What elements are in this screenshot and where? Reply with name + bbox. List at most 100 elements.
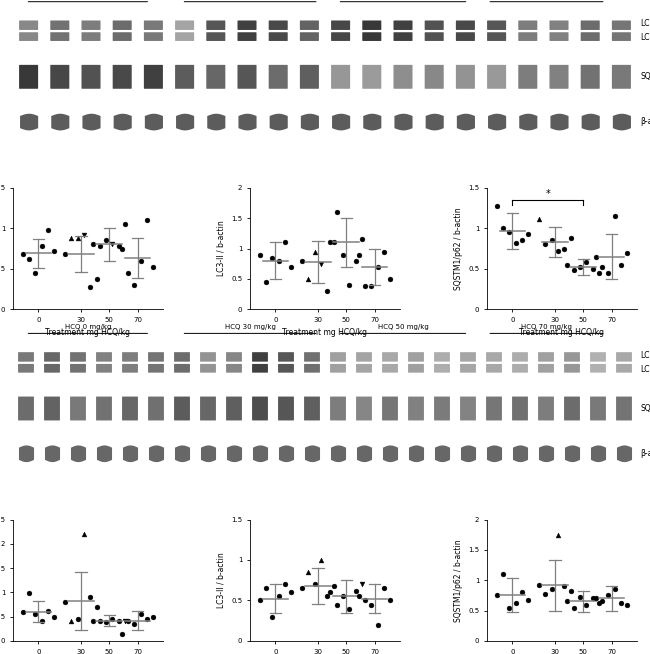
FancyBboxPatch shape xyxy=(237,32,257,41)
FancyBboxPatch shape xyxy=(580,32,600,41)
FancyBboxPatch shape xyxy=(96,364,112,373)
FancyBboxPatch shape xyxy=(148,352,164,362)
FancyBboxPatch shape xyxy=(590,396,606,421)
FancyBboxPatch shape xyxy=(19,65,38,89)
Text: LC3-II: LC3-II xyxy=(640,33,650,43)
FancyBboxPatch shape xyxy=(174,396,190,421)
FancyBboxPatch shape xyxy=(512,352,528,362)
X-axis label: Treatment mg HCQ/kg: Treatment mg HCQ/kg xyxy=(46,328,131,337)
FancyBboxPatch shape xyxy=(112,65,132,89)
FancyBboxPatch shape xyxy=(268,65,288,89)
FancyBboxPatch shape xyxy=(393,65,413,89)
FancyBboxPatch shape xyxy=(200,396,216,421)
FancyBboxPatch shape xyxy=(408,396,424,421)
FancyBboxPatch shape xyxy=(226,364,242,373)
FancyBboxPatch shape xyxy=(612,65,631,89)
FancyBboxPatch shape xyxy=(486,396,502,421)
FancyBboxPatch shape xyxy=(50,20,70,30)
FancyBboxPatch shape xyxy=(252,396,268,421)
FancyBboxPatch shape xyxy=(237,20,257,30)
FancyBboxPatch shape xyxy=(362,65,382,89)
FancyBboxPatch shape xyxy=(549,65,569,89)
FancyBboxPatch shape xyxy=(549,20,569,30)
Y-axis label: SQSTM1/p62 / b-actin: SQSTM1/p62 / b-actin xyxy=(454,207,463,290)
FancyBboxPatch shape xyxy=(434,396,450,421)
FancyBboxPatch shape xyxy=(512,396,528,421)
FancyBboxPatch shape xyxy=(122,396,138,421)
FancyBboxPatch shape xyxy=(252,364,268,373)
FancyBboxPatch shape xyxy=(612,32,631,41)
FancyBboxPatch shape xyxy=(486,352,502,362)
FancyBboxPatch shape xyxy=(300,65,319,89)
FancyBboxPatch shape xyxy=(144,20,163,30)
X-axis label: Treatment mg HCQ/kg: Treatment mg HCQ/kg xyxy=(283,328,367,337)
FancyBboxPatch shape xyxy=(19,32,38,41)
Text: HCQ 50 mg/kg: HCQ 50 mg/kg xyxy=(378,324,428,330)
FancyBboxPatch shape xyxy=(393,20,413,30)
FancyBboxPatch shape xyxy=(356,352,372,362)
Text: LC3-I: LC3-I xyxy=(640,19,650,28)
FancyBboxPatch shape xyxy=(456,20,475,30)
FancyBboxPatch shape xyxy=(144,32,163,41)
FancyBboxPatch shape xyxy=(356,364,372,373)
X-axis label: Treatment mg HCQ/kg: Treatment mg HCQ/kg xyxy=(519,328,604,337)
FancyBboxPatch shape xyxy=(382,352,398,362)
FancyBboxPatch shape xyxy=(408,352,424,362)
FancyBboxPatch shape xyxy=(580,20,600,30)
FancyBboxPatch shape xyxy=(96,352,112,362)
FancyBboxPatch shape xyxy=(330,364,346,373)
FancyBboxPatch shape xyxy=(362,32,382,41)
FancyBboxPatch shape xyxy=(112,32,132,41)
FancyBboxPatch shape xyxy=(70,352,86,362)
FancyBboxPatch shape xyxy=(278,364,294,373)
FancyBboxPatch shape xyxy=(200,364,216,373)
FancyBboxPatch shape xyxy=(434,352,450,362)
Text: *: * xyxy=(545,189,550,199)
FancyBboxPatch shape xyxy=(300,32,319,41)
FancyBboxPatch shape xyxy=(226,352,242,362)
FancyBboxPatch shape xyxy=(304,352,320,362)
FancyBboxPatch shape xyxy=(148,364,164,373)
FancyBboxPatch shape xyxy=(174,364,190,373)
FancyBboxPatch shape xyxy=(518,65,538,89)
Text: LC3-I: LC3-I xyxy=(640,351,650,360)
FancyBboxPatch shape xyxy=(122,364,138,373)
FancyBboxPatch shape xyxy=(206,20,226,30)
FancyBboxPatch shape xyxy=(278,352,294,362)
FancyBboxPatch shape xyxy=(200,352,216,362)
FancyBboxPatch shape xyxy=(356,396,372,421)
FancyBboxPatch shape xyxy=(304,364,320,373)
FancyBboxPatch shape xyxy=(590,352,606,362)
FancyBboxPatch shape xyxy=(518,32,538,41)
FancyBboxPatch shape xyxy=(460,364,476,373)
FancyBboxPatch shape xyxy=(70,396,86,421)
FancyBboxPatch shape xyxy=(616,396,632,421)
FancyBboxPatch shape xyxy=(424,20,444,30)
FancyBboxPatch shape xyxy=(175,32,194,41)
FancyBboxPatch shape xyxy=(331,32,350,41)
FancyBboxPatch shape xyxy=(538,364,554,373)
FancyBboxPatch shape xyxy=(81,65,101,89)
FancyBboxPatch shape xyxy=(616,352,632,362)
FancyBboxPatch shape xyxy=(612,20,631,30)
Text: SQSTM1/p62: SQSTM1/p62 xyxy=(640,404,650,413)
FancyBboxPatch shape xyxy=(487,65,506,89)
Text: SQSTM1/p62: SQSTM1/p62 xyxy=(640,73,650,81)
Text: HCQ 30 mg/kg: HCQ 30 mg/kg xyxy=(225,324,276,330)
FancyBboxPatch shape xyxy=(81,32,101,41)
FancyBboxPatch shape xyxy=(487,32,506,41)
FancyBboxPatch shape xyxy=(122,352,138,362)
FancyBboxPatch shape xyxy=(564,396,580,421)
FancyBboxPatch shape xyxy=(300,20,319,30)
FancyBboxPatch shape xyxy=(268,20,288,30)
FancyBboxPatch shape xyxy=(393,32,413,41)
FancyBboxPatch shape xyxy=(304,396,320,421)
FancyBboxPatch shape xyxy=(19,20,38,30)
FancyBboxPatch shape xyxy=(96,396,112,421)
FancyBboxPatch shape xyxy=(81,20,101,30)
FancyBboxPatch shape xyxy=(518,20,538,30)
Text: β-actin: β-actin xyxy=(640,117,650,126)
FancyBboxPatch shape xyxy=(460,352,476,362)
FancyBboxPatch shape xyxy=(580,65,600,89)
FancyBboxPatch shape xyxy=(175,65,194,89)
